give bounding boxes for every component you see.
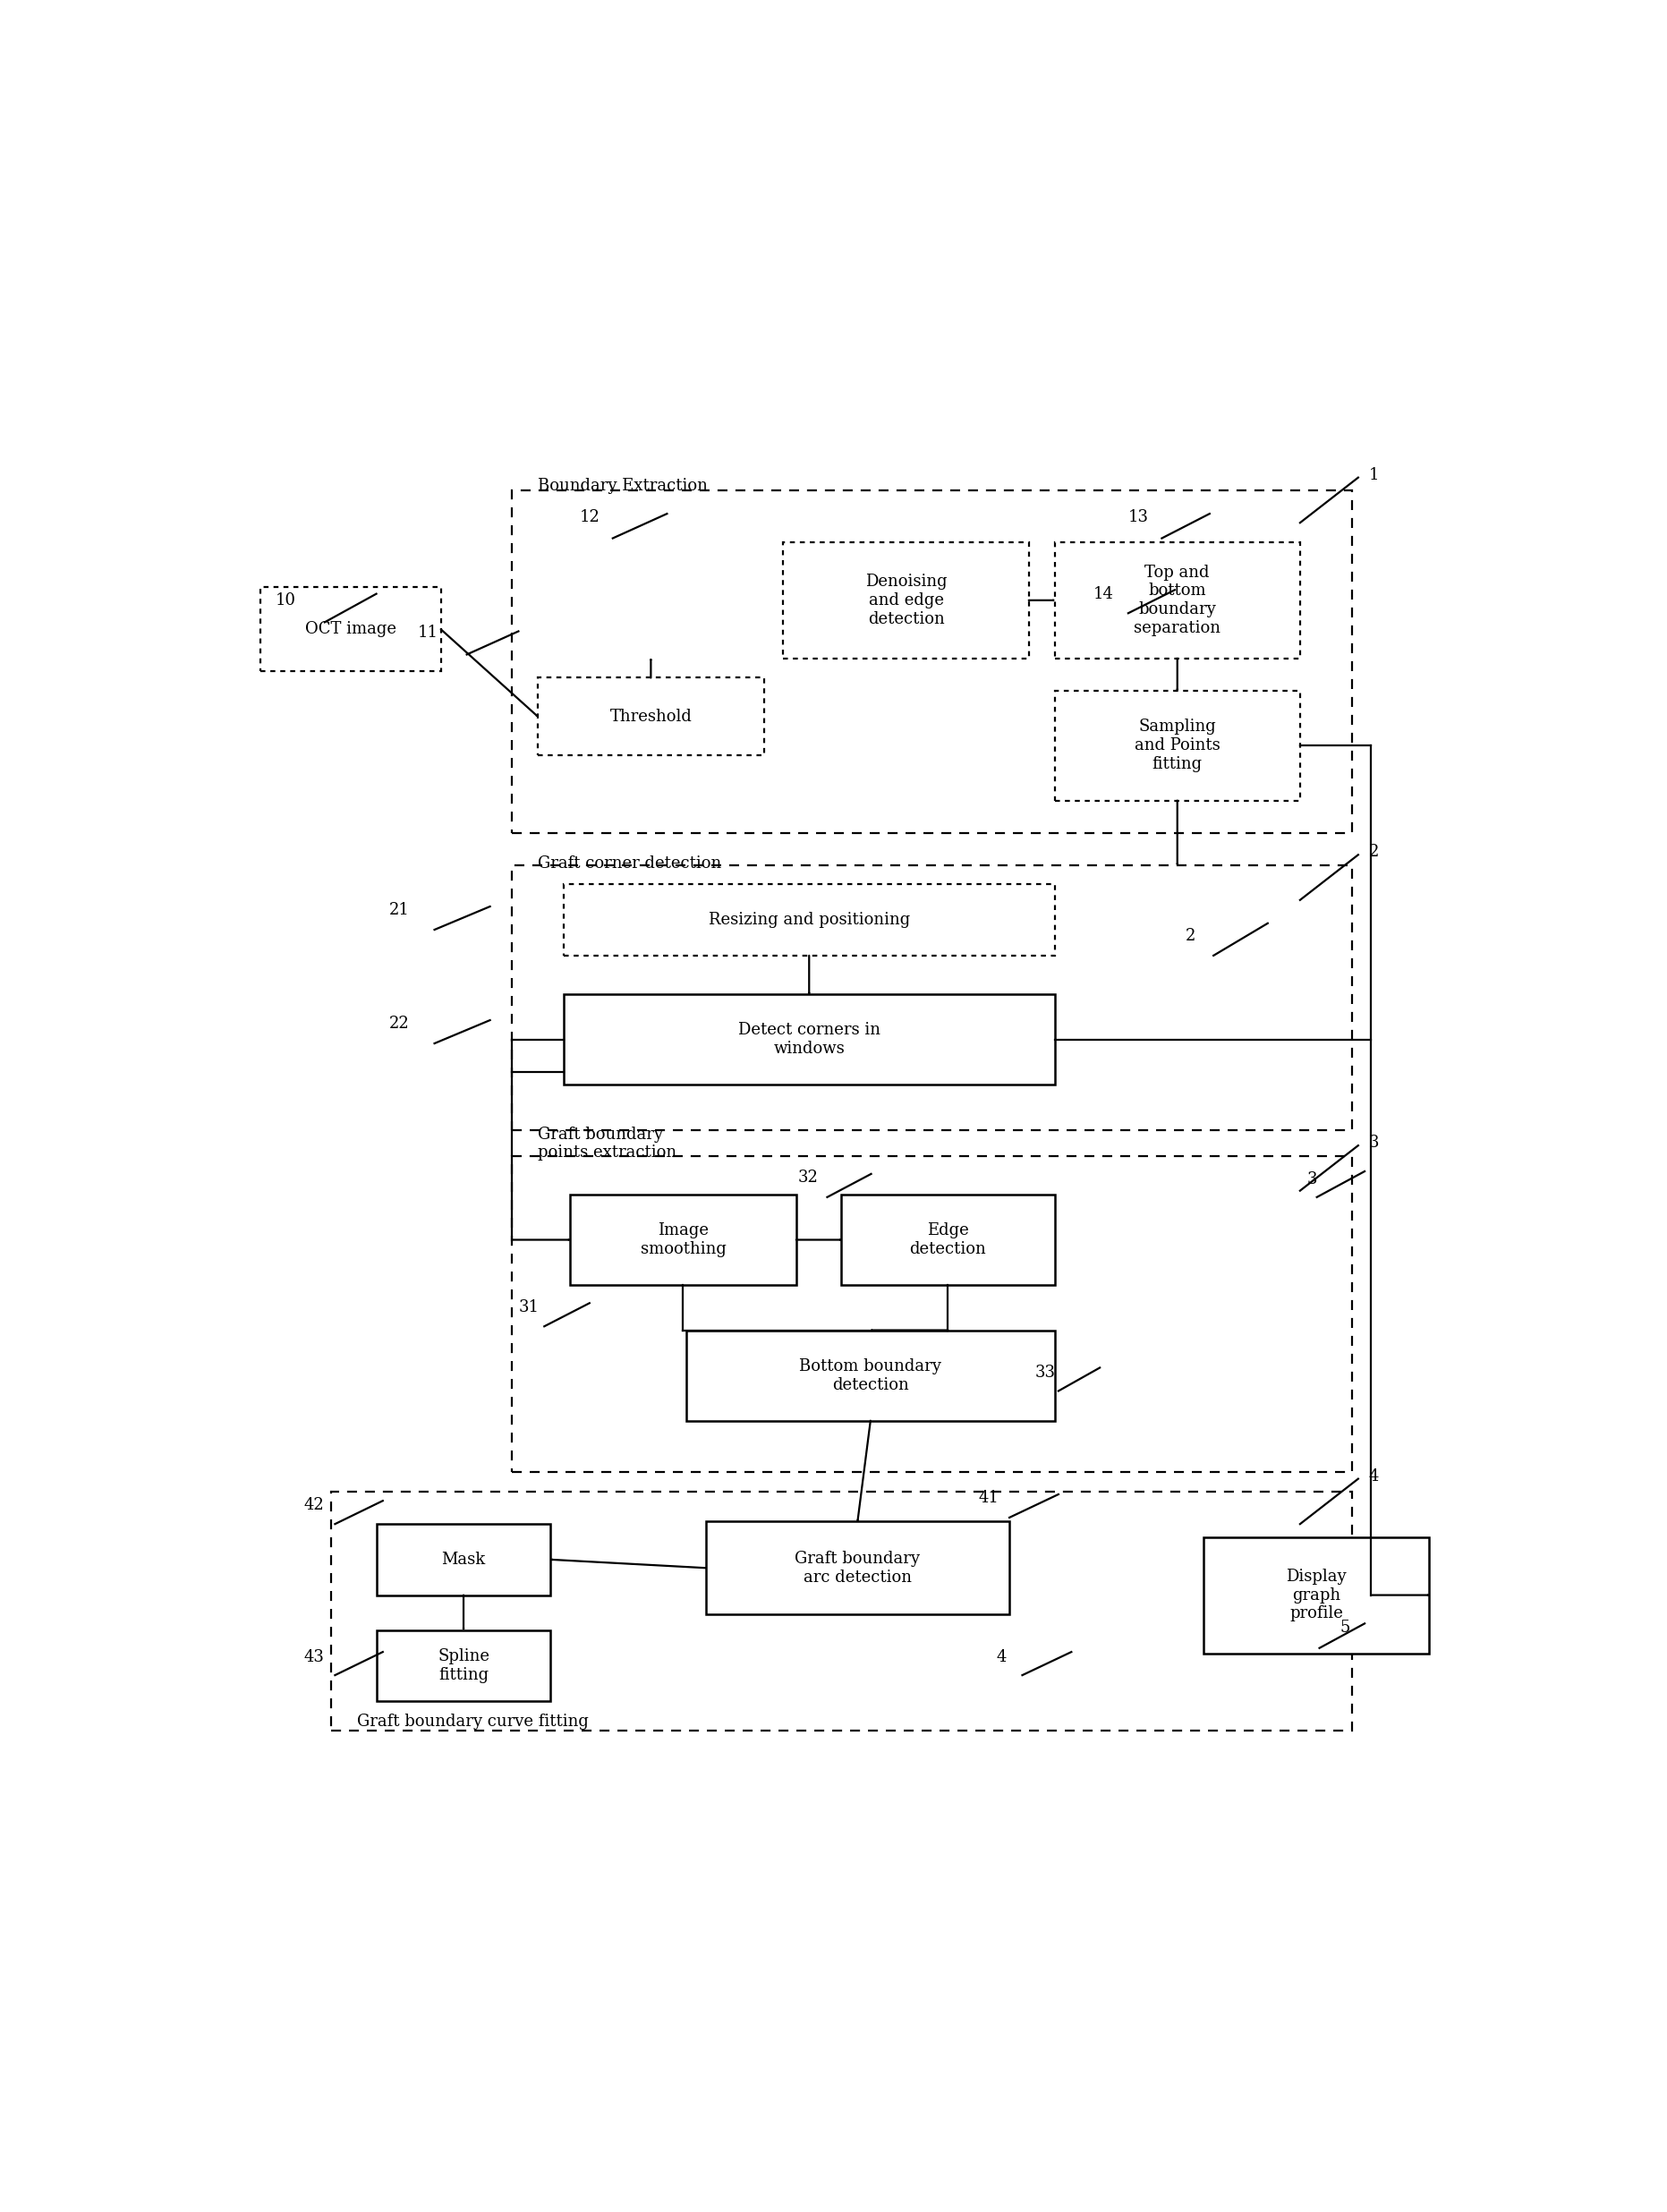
Text: Graft boundary
arc detection: Graft boundary arc detection — [795, 1551, 920, 1586]
Text: Graft corner detection: Graft corner detection — [538, 856, 722, 872]
Text: Resizing and positioning: Resizing and positioning — [708, 911, 910, 929]
Bar — [377, 1524, 550, 1595]
Text: Threshold: Threshold — [610, 708, 692, 726]
Text: 13: 13 — [1129, 509, 1149, 526]
Bar — [512, 1157, 1352, 1473]
Text: 32: 32 — [797, 1170, 818, 1186]
Bar — [538, 677, 763, 754]
Text: Denoising
and edge
detection: Denoising and edge detection — [865, 573, 947, 626]
Bar — [783, 542, 1029, 659]
Bar — [1055, 690, 1300, 801]
Text: Image
smoothing: Image smoothing — [640, 1223, 727, 1256]
Text: Sampling
and Points
fitting: Sampling and Points fitting — [1135, 719, 1220, 772]
Text: 43: 43 — [303, 1650, 325, 1666]
Bar — [1204, 1537, 1429, 1652]
Text: 41: 41 — [979, 1491, 999, 1506]
Bar — [377, 1630, 550, 1701]
Text: 10: 10 — [275, 593, 297, 608]
Bar — [512, 491, 1352, 834]
Bar — [512, 865, 1352, 1130]
Text: Top and
bottom
boundary
separation: Top and bottom boundary separation — [1134, 564, 1220, 637]
Text: 2: 2 — [1185, 929, 1195, 945]
Bar — [687, 1329, 1055, 1420]
Text: Display
graph
profile: Display graph profile — [1285, 1568, 1347, 1621]
Text: 22: 22 — [390, 1015, 410, 1033]
Text: Bottom boundary
detection: Bottom boundary detection — [800, 1358, 942, 1394]
Text: Graft boundary
points extraction: Graft boundary points extraction — [538, 1126, 677, 1161]
Text: 1: 1 — [1369, 467, 1379, 482]
Bar — [260, 588, 440, 670]
Text: 4: 4 — [1369, 1469, 1379, 1484]
Text: Mask: Mask — [442, 1551, 485, 1568]
Text: 4: 4 — [997, 1650, 1007, 1666]
Text: Edge
detection: Edge detection — [910, 1223, 987, 1256]
Bar — [1055, 542, 1300, 659]
Text: Boundary Extraction: Boundary Extraction — [538, 478, 708, 493]
Text: 14: 14 — [1094, 586, 1114, 602]
Text: 12: 12 — [578, 509, 600, 526]
Bar — [563, 885, 1055, 956]
Text: 3: 3 — [1307, 1170, 1317, 1188]
Text: 21: 21 — [390, 902, 410, 918]
Text: 31: 31 — [518, 1298, 538, 1314]
Text: 5: 5 — [1340, 1619, 1350, 1635]
Bar — [705, 1522, 1010, 1615]
Text: Detect corners in
windows: Detect corners in windows — [738, 1022, 880, 1057]
Bar — [332, 1491, 1352, 1730]
Text: 2: 2 — [1369, 845, 1379, 860]
Text: 33: 33 — [1035, 1365, 1055, 1380]
Text: 42: 42 — [303, 1498, 325, 1513]
Bar — [570, 1194, 797, 1285]
Bar — [563, 995, 1055, 1084]
Bar — [842, 1194, 1055, 1285]
Text: OCT image: OCT image — [305, 622, 397, 637]
Text: 3: 3 — [1369, 1135, 1379, 1150]
Text: Spline
fitting: Spline fitting — [437, 1648, 490, 1683]
Text: Graft boundary curve fitting: Graft boundary curve fitting — [357, 1714, 588, 1730]
Text: 11: 11 — [418, 624, 438, 641]
